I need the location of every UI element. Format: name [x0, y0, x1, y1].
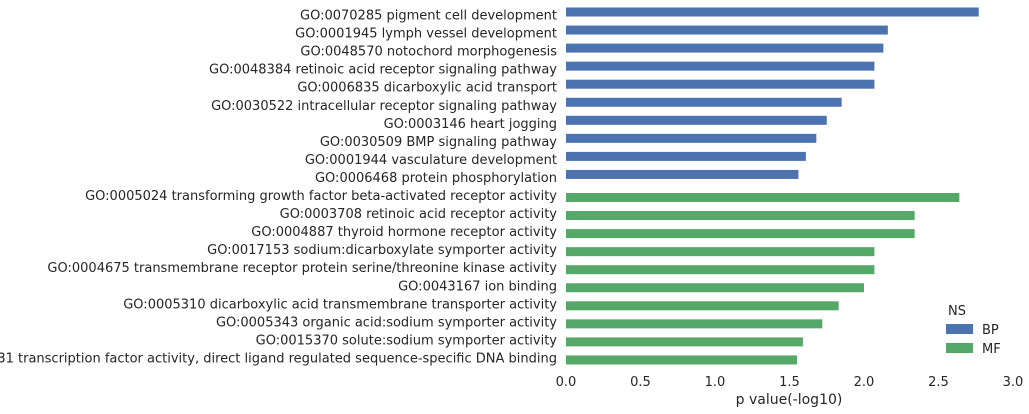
bar-bp-9: [566, 169, 799, 179]
legend-label-bp: BP: [982, 323, 999, 338]
bar-mf-9: [566, 355, 797, 365]
bar-bp-7: [566, 133, 817, 143]
category-label: GO:0005343 organic acid:sodium symporter…: [216, 315, 557, 330]
category-labels-group: GO:0070285 pigment cell development GO:00…: [0, 9, 557, 367]
x-axis-title: p value(-log10): [736, 392, 843, 408]
category-label: GO:0006468 protein phosphorylation: [315, 171, 557, 186]
category-label: GO:0015370 solute:sodium symporter activ…: [256, 333, 558, 348]
category-label: GO:0043167 ion binding: [398, 279, 557, 294]
category-label: GO:0017153 sodium:dicarboxylate symporte…: [207, 243, 557, 258]
category-label: GO:0005024 transforming growth factor be…: [85, 189, 557, 204]
bar-bp-0: [566, 7, 979, 17]
legend-swatch-bp: [946, 324, 973, 334]
category-label: GO:0001944 vasculature development: [305, 153, 557, 168]
x-tick-label: 3.0: [1003, 375, 1024, 390]
category-label: GO:0048384 retinoic acid receptor signal…: [209, 63, 557, 78]
bar-mf-5: [566, 283, 864, 293]
category-label: GO:0005310 dicarboxylic acid transmembra…: [123, 297, 557, 312]
category-label: GO:0070285 pigment cell development: [300, 9, 557, 24]
legend-entries: BP MF: [946, 323, 1001, 357]
bar-bp-1: [566, 25, 888, 35]
category-label: GO:0030522 intracellular receptor signal…: [211, 99, 557, 114]
x-tick-label: 1.5: [779, 375, 800, 390]
category-label: GO:0003708 retinoic acid receptor activi…: [280, 207, 558, 222]
bars-group: [566, 7, 979, 365]
category-label: GO:0098531 transcription factor activity…: [0, 351, 557, 366]
bar-bp-5: [566, 97, 842, 107]
bar-mf-2: [566, 229, 915, 239]
x-tick-label: 0.5: [630, 375, 651, 390]
category-label: GO:0004675 transmembrane receptor protei…: [47, 261, 557, 276]
category-label: GO:0004887 thyroid hormone receptor acti…: [251, 225, 557, 240]
x-tick-label: 2.5: [928, 375, 949, 390]
category-label: GO:0006835 dicarboxylic acid transport: [297, 81, 557, 96]
bar-bp-8: [566, 151, 806, 161]
x-tick-label: 1.0: [705, 375, 726, 390]
category-label: GO:0001945 lymph vessel development: [295, 27, 557, 42]
bar-bp-6: [566, 115, 827, 125]
bar-mf-3: [566, 247, 875, 257]
category-label: GO:0003146 heart jogging: [384, 117, 557, 132]
bar-mf-1: [566, 211, 915, 221]
category-label: GO:0030509 BMP signaling pathway: [320, 135, 557, 150]
category-label: GO:0048570 notochord morphogenesis: [300, 45, 557, 60]
x-tick-labels-group: 0.0 0.5 1.0 1.5 2.0 2.5 3.0: [556, 375, 1024, 390]
legend: NS BP MF: [946, 304, 1001, 357]
bar-bp-3: [566, 61, 875, 71]
bar-mf-8: [566, 337, 803, 347]
bar-mf-6: [566, 301, 839, 311]
legend-swatch-mf: [946, 343, 973, 353]
legend-label-mf: MF: [982, 342, 1001, 357]
bar-mf-0: [566, 193, 960, 202]
x-tick-label: 2.0: [854, 375, 875, 390]
legend-title: NS: [948, 304, 966, 319]
bar-bp-4: [566, 79, 875, 89]
bar-mf-7: [566, 319, 823, 329]
bar-bp-2: [566, 43, 884, 53]
x-tick-label: 0.0: [556, 375, 577, 390]
bar-mf-4: [566, 265, 875, 275]
